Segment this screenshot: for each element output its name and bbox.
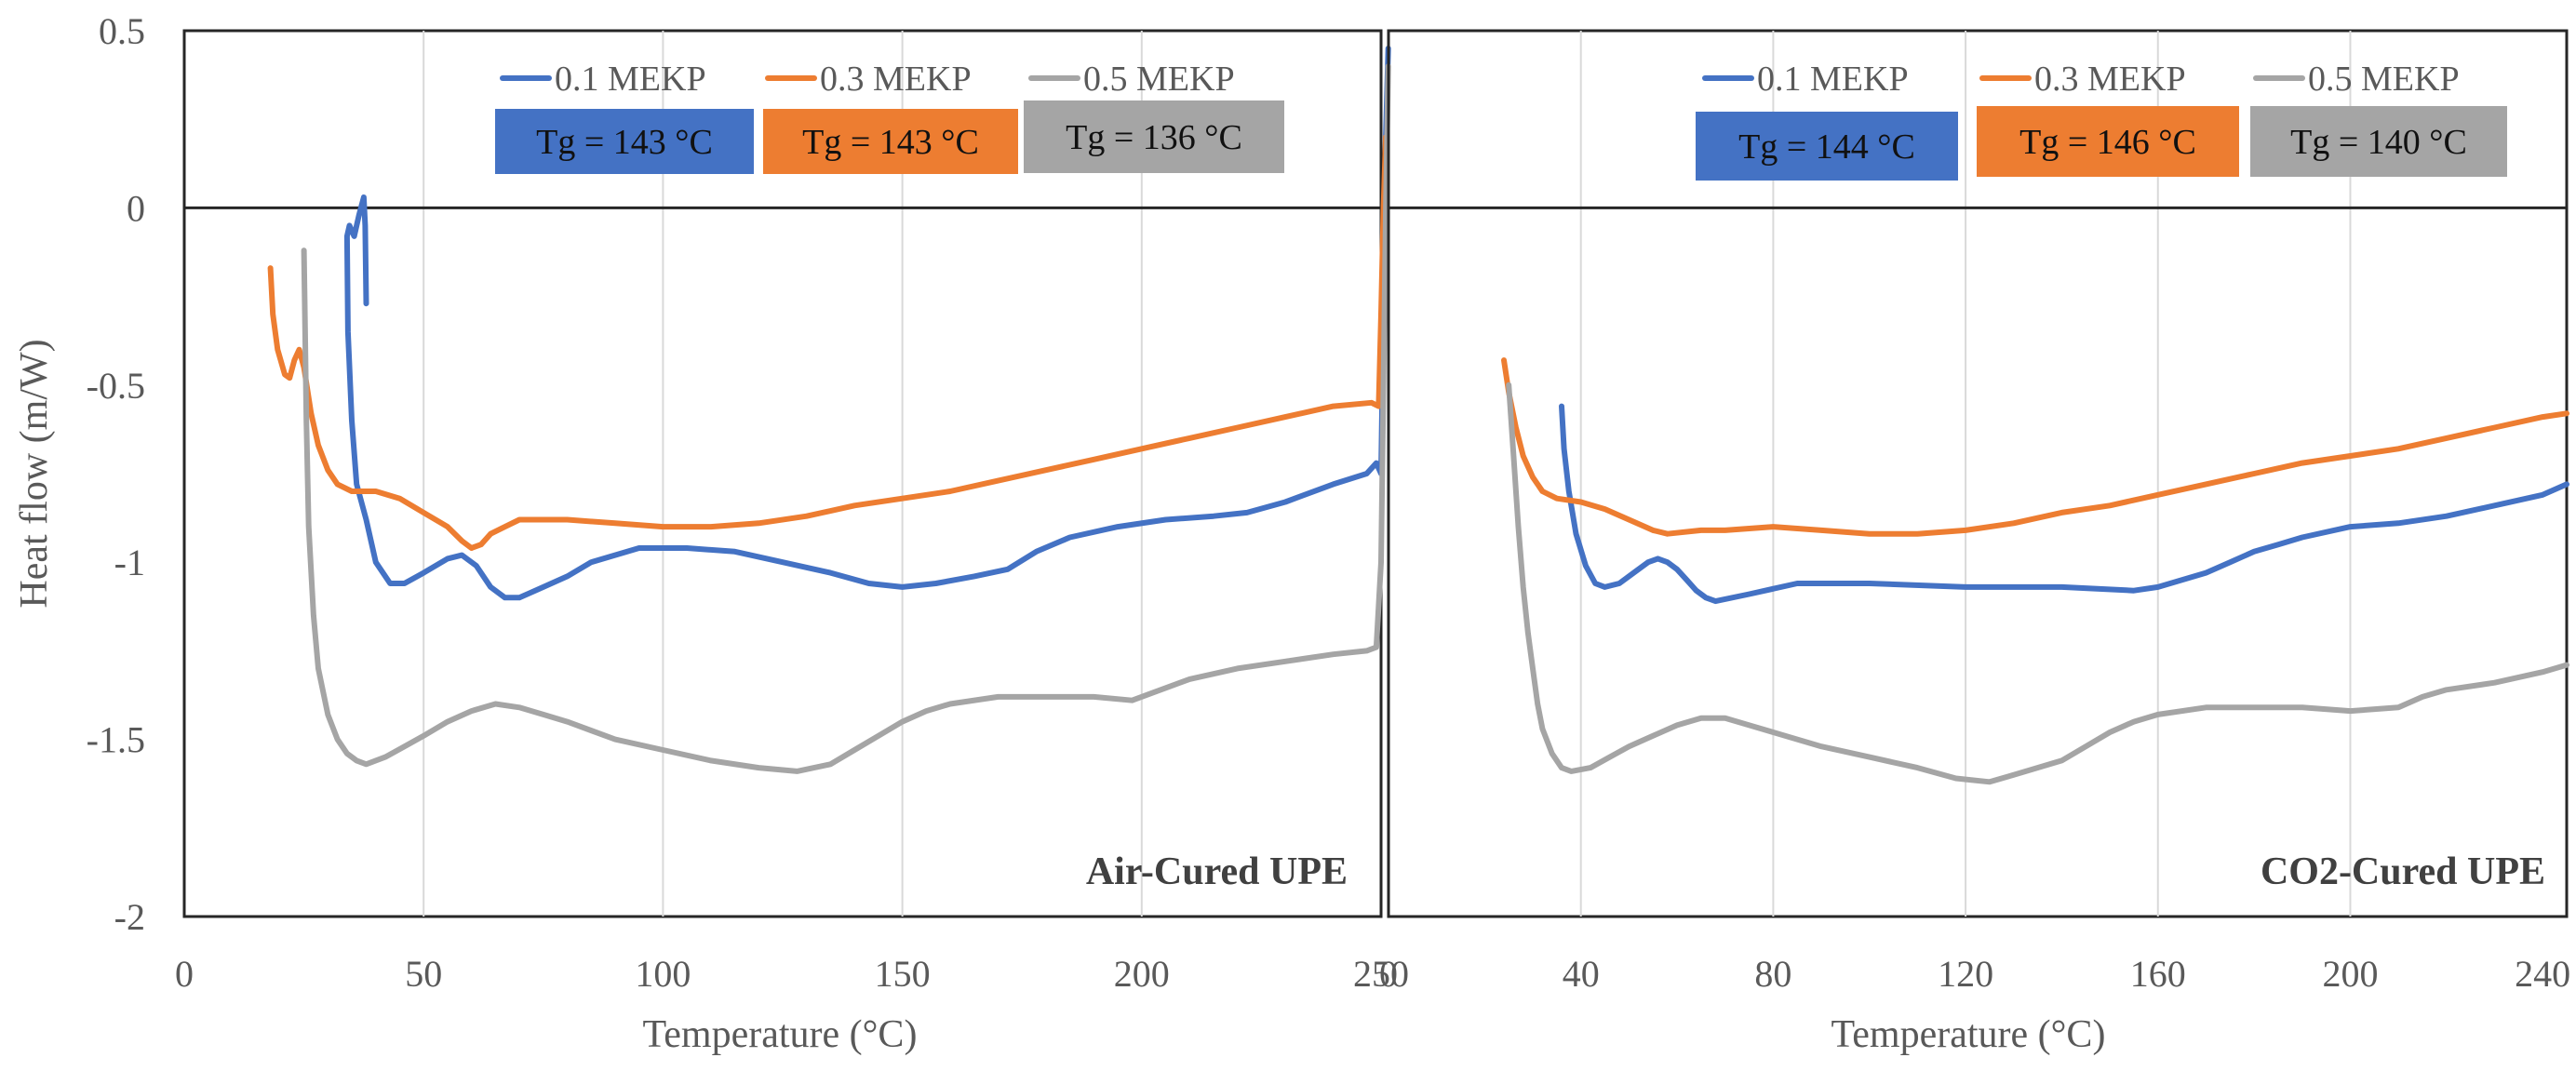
tg-label: Tg = 143 °C: [802, 123, 979, 162]
tg-box: [2250, 106, 2507, 177]
x-axis-label: Temperature (°C): [643, 1013, 918, 1056]
x-tick-labels-left: 0 50 100 150 200 250: [175, 953, 1409, 995]
x-tick-label: 100: [635, 953, 691, 995]
x-tick-label: 0: [175, 953, 194, 995]
legend-entry: 0.1 MEKP: [1757, 60, 1909, 99]
tg-label: Tg = 136 °C: [1066, 118, 1242, 157]
series-right: [1501, 357, 2569, 785]
x-tick-label: 80: [1754, 953, 1791, 995]
tg-box: [763, 109, 1018, 174]
legend-right: 0.1 MEKP 0.3 MEKP 0.5 MEKP: [1702, 60, 2460, 99]
legend-entry: 0.3 MEKP: [820, 60, 972, 99]
y-tick-label: 0: [127, 187, 145, 229]
tg-label: Tg = 143 °C: [536, 123, 713, 162]
legend-entry: 0.1 MEKP: [555, 60, 706, 99]
x-tick-label: 250: [1353, 953, 1409, 995]
tg-label: Tg = 144 °C: [1738, 127, 1915, 167]
chart-title: CO2-Cured UPE: [2261, 850, 2545, 893]
legend-entry: 0.5 MEKP: [1083, 60, 1235, 99]
x-tick-label: 200: [1114, 953, 1170, 995]
x-tick-label: 120: [1938, 953, 1993, 995]
tg-box: [1024, 100, 1284, 173]
plot-area-right: [1387, 29, 2569, 918]
y-tick-label: -0.5: [87, 365, 145, 407]
series-line-0-3-mekp: [1501, 357, 2569, 537]
tg-boxes-left: Tg = 143 °C Tg = 143 °C Tg = 136 °C: [495, 100, 1284, 174]
x-axis-label: Temperature (°C): [1831, 1013, 2106, 1056]
x-tick-label: 50: [405, 953, 442, 995]
series-left: [267, 46, 1391, 774]
series-line-0-3-mekp: [267, 134, 1389, 551]
x-tick-label: 0: [1379, 953, 1398, 995]
series-line-0-5-mekp: [301, 63, 1391, 774]
panel-right: 0 40 80 120 160 200 240 0.1 MEKP 0.3 MEKP 0.5 ME…: [1379, 29, 2570, 1056]
x-tick-label: 200: [2322, 953, 2378, 995]
tg-label: Tg = 146 °C: [2019, 123, 2196, 162]
chart-title: Air-Cured UPE: [1086, 850, 1348, 893]
legend-entry: 0.3 MEKP: [2034, 60, 2186, 99]
panel-left: 0.5 0 -0.5 -1 -1.5 -2 0 50 100 150 200 250 0.1 MEK…: [13, 10, 1409, 1056]
x-tick-label: 240: [2515, 953, 2570, 995]
x-tick-labels-right: 0 40 80 120 160 200 240: [1379, 953, 2570, 995]
tg-box: [1977, 106, 2239, 177]
tg-boxes-right: Tg = 144 °C Tg = 146 °C Tg = 140 °C: [1696, 106, 2507, 181]
tg-label: Tg = 140 °C: [2290, 123, 2467, 162]
series-line-0-5-mekp: [1506, 382, 2569, 785]
grid-left: [184, 31, 1381, 917]
legend-entry: 0.5 MEKP: [2308, 60, 2460, 99]
tg-box: [1696, 112, 1958, 181]
x-tick-label: 40: [1563, 953, 1600, 995]
y-tick-label: 0.5: [99, 10, 145, 52]
y-tick-label: -1: [114, 542, 145, 583]
tg-box: [495, 109, 754, 174]
y-tick-label: -2: [114, 896, 145, 938]
x-tick-label: 150: [875, 953, 931, 995]
legend-left: 0.1 MEKP 0.3 MEKP 0.5 MEKP: [500, 60, 1235, 99]
series-line-0-1-mekp: [1559, 403, 2569, 605]
y-axis-label: Heat flow (m/W): [13, 339, 56, 608]
series-line-0-1-mekp: [343, 46, 1391, 601]
y-tick-label: -1.5: [87, 719, 145, 761]
y-tick-labels-left: 0.5 0 -0.5 -1 -1.5 -2: [87, 10, 145, 938]
x-tick-label: 160: [2130, 953, 2186, 995]
